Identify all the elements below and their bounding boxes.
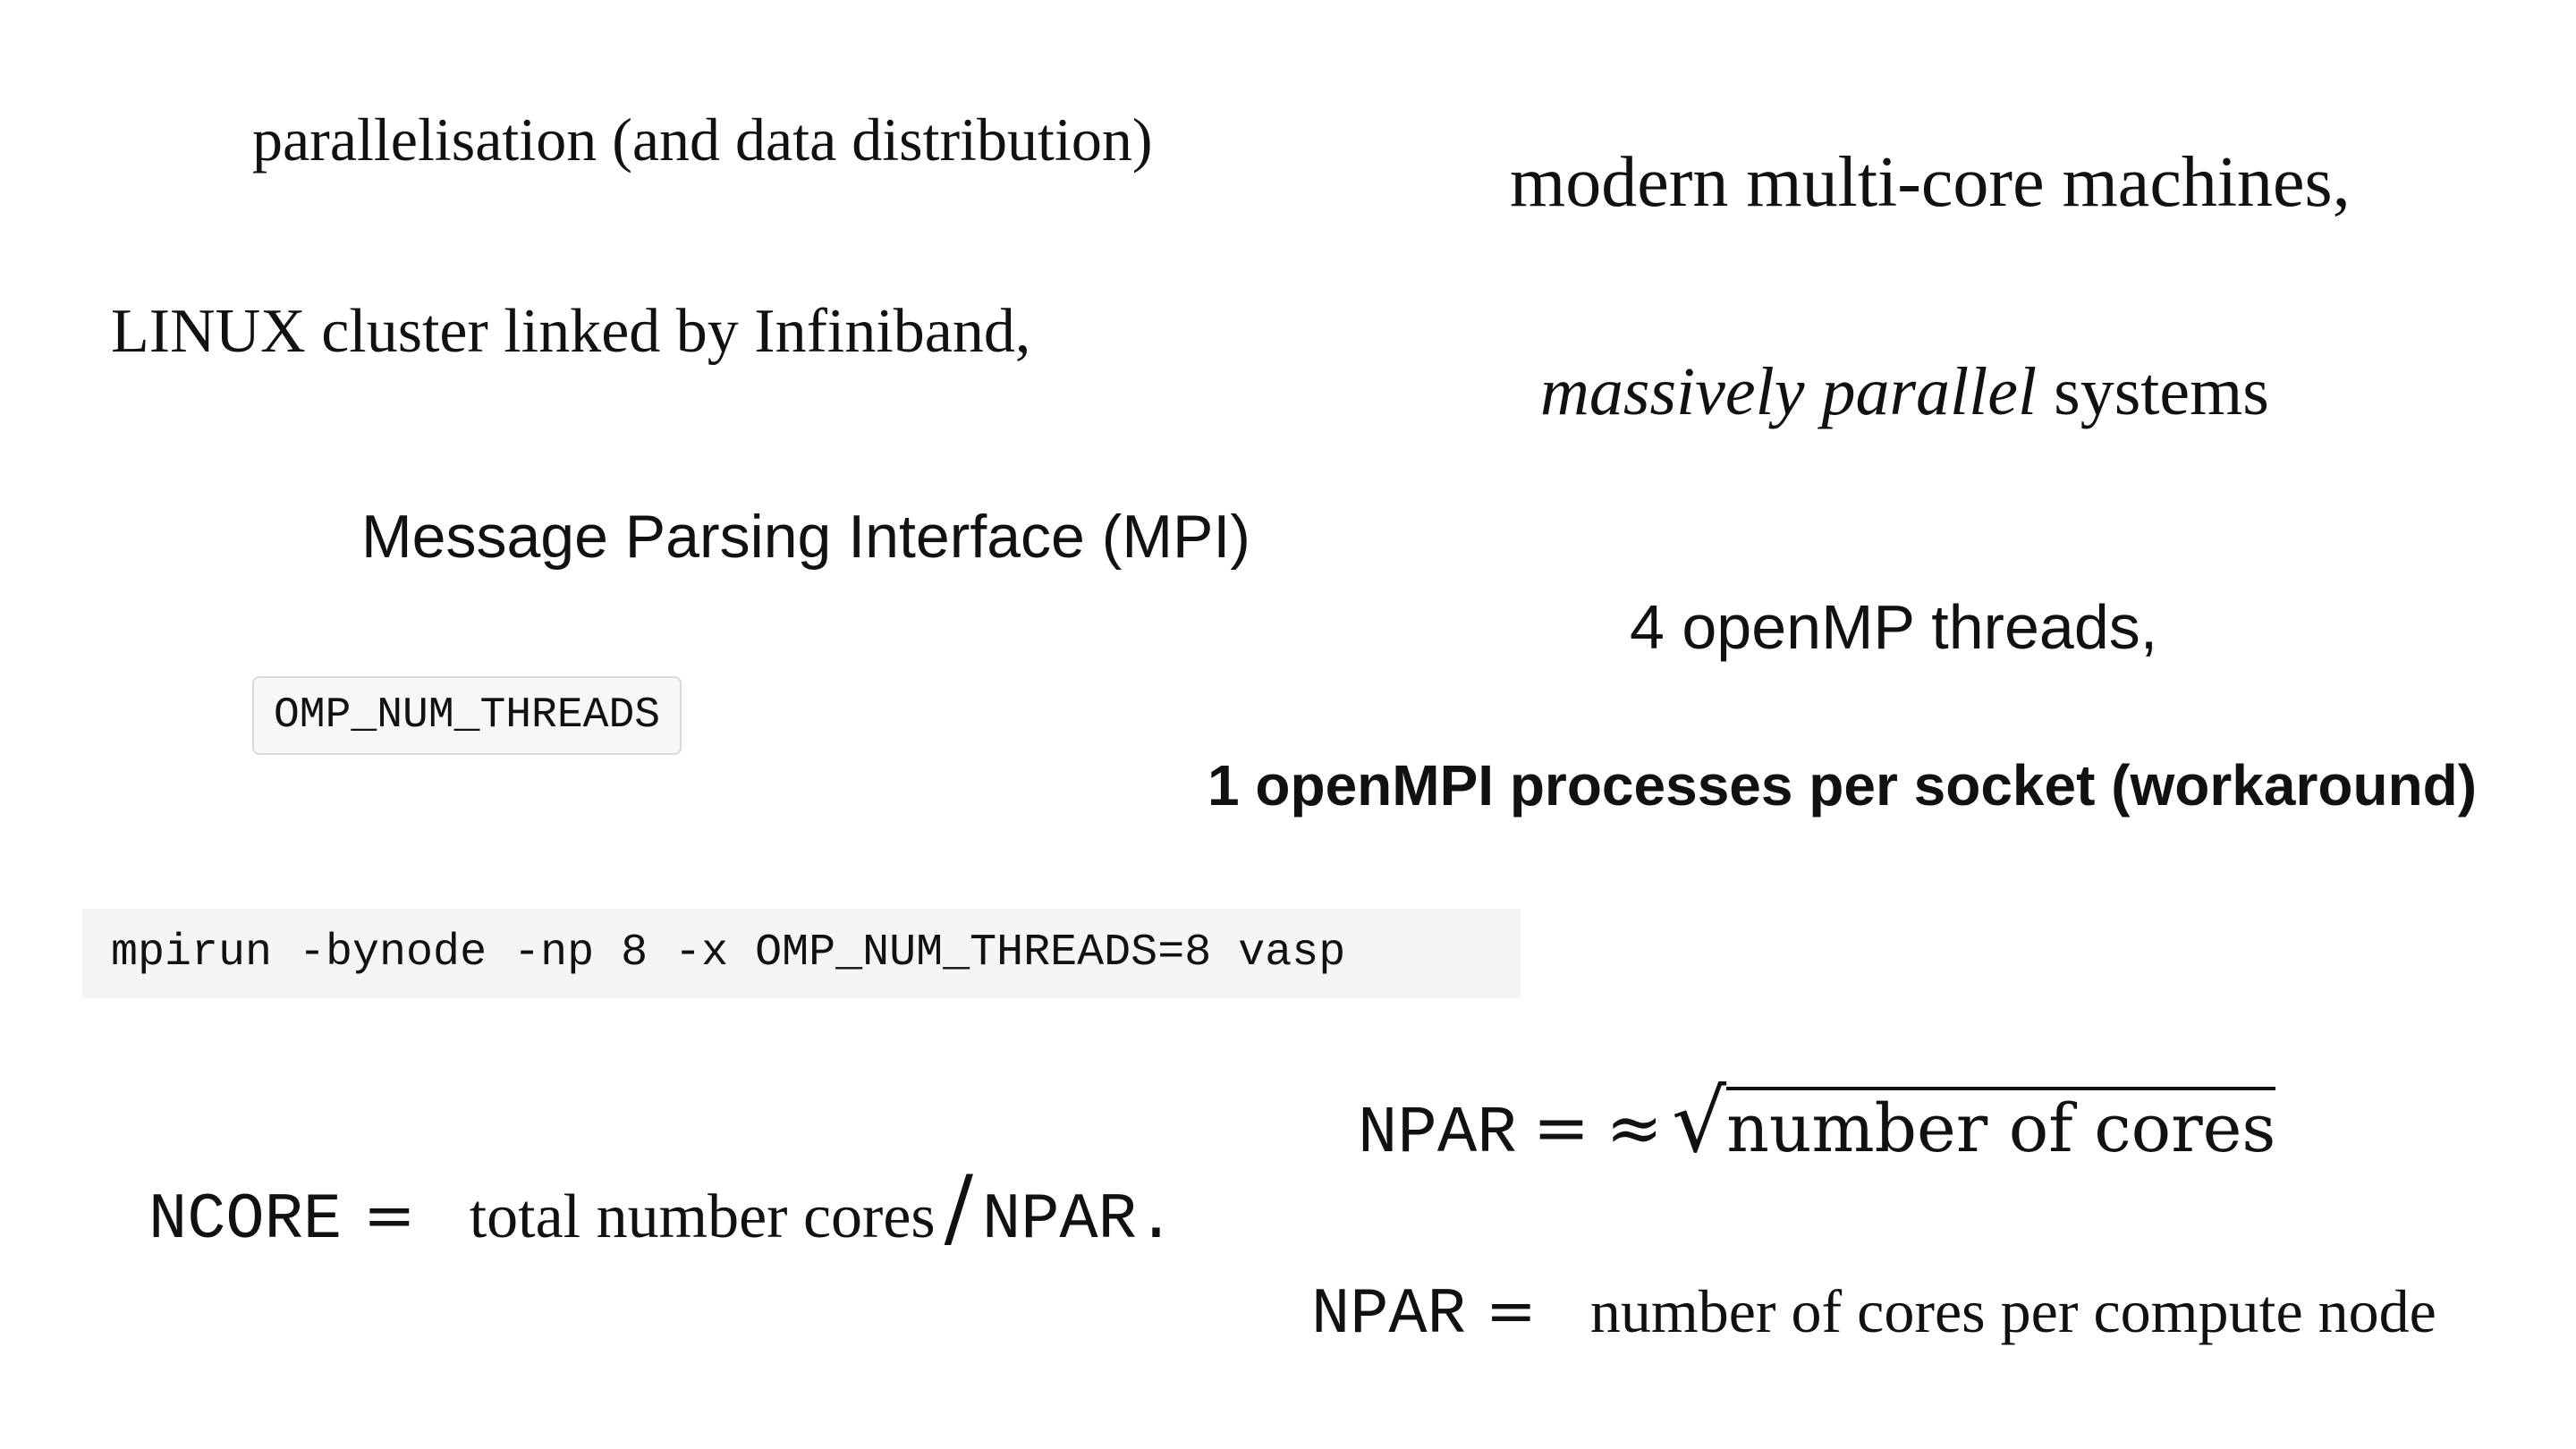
npar-sqrt-radicand: number of cores <box>1726 1087 2276 1162</box>
parallelisation-text: parallelisation (and data distribution) <box>252 106 1153 174</box>
npar-node-formula: NPAR = number of cores per compute node <box>1311 1281 2436 1347</box>
massively-parallel-text: massively parallel systems <box>1540 358 2269 426</box>
npar-sqrt-equals: = <box>1532 1088 1590 1167</box>
openmp-threads-text: 4 openMP threads, <box>1630 592 2158 662</box>
linux-cluster-text: LINUX cluster linked by Infiniband, <box>111 297 1031 366</box>
npar-node-lhs: NPAR <box>1311 1278 1466 1352</box>
npar-sqrt-formula: NPAR = ≈ √ number of cores <box>1358 1072 2276 1172</box>
openmpi-processes-text: 1 openMPI processes per socket (workarou… <box>1208 753 2478 818</box>
mpi-text: Message Parsing Interface (MPI) <box>361 503 1250 571</box>
ncore-formula: NCORE = total number cores / NPAR. <box>148 1165 1175 1252</box>
ncore-rhs: NPAR. <box>981 1183 1176 1257</box>
ncore-equals: = <box>363 1179 416 1252</box>
ncore-slash: / <box>944 1157 973 1258</box>
sqrt-icon: √ <box>1672 1072 1727 1172</box>
multicore-text: modern multi-core machines, <box>1510 143 2351 222</box>
npar-sqrt-approx: ≈ <box>1606 1088 1664 1167</box>
npar-node-text: number of cores per compute node <box>1589 1277 2436 1345</box>
massively-parallel-italic: massively parallel <box>1540 354 2038 429</box>
omp-env-var-code: OMP_NUM_THREADS <box>252 676 682 755</box>
ncore-lhs: NCORE <box>148 1183 343 1257</box>
massively-parallel-rest: systems <box>2037 354 2269 429</box>
npar-sqrt-lhs: NPAR <box>1358 1097 1517 1172</box>
mpirun-command-code: mpirun -bynode -np 8 -x OMP_NUM_THREADS=… <box>82 909 1521 998</box>
npar-node-equals: = <box>1485 1276 1537 1347</box>
ncore-text: total number cores <box>469 1182 936 1251</box>
